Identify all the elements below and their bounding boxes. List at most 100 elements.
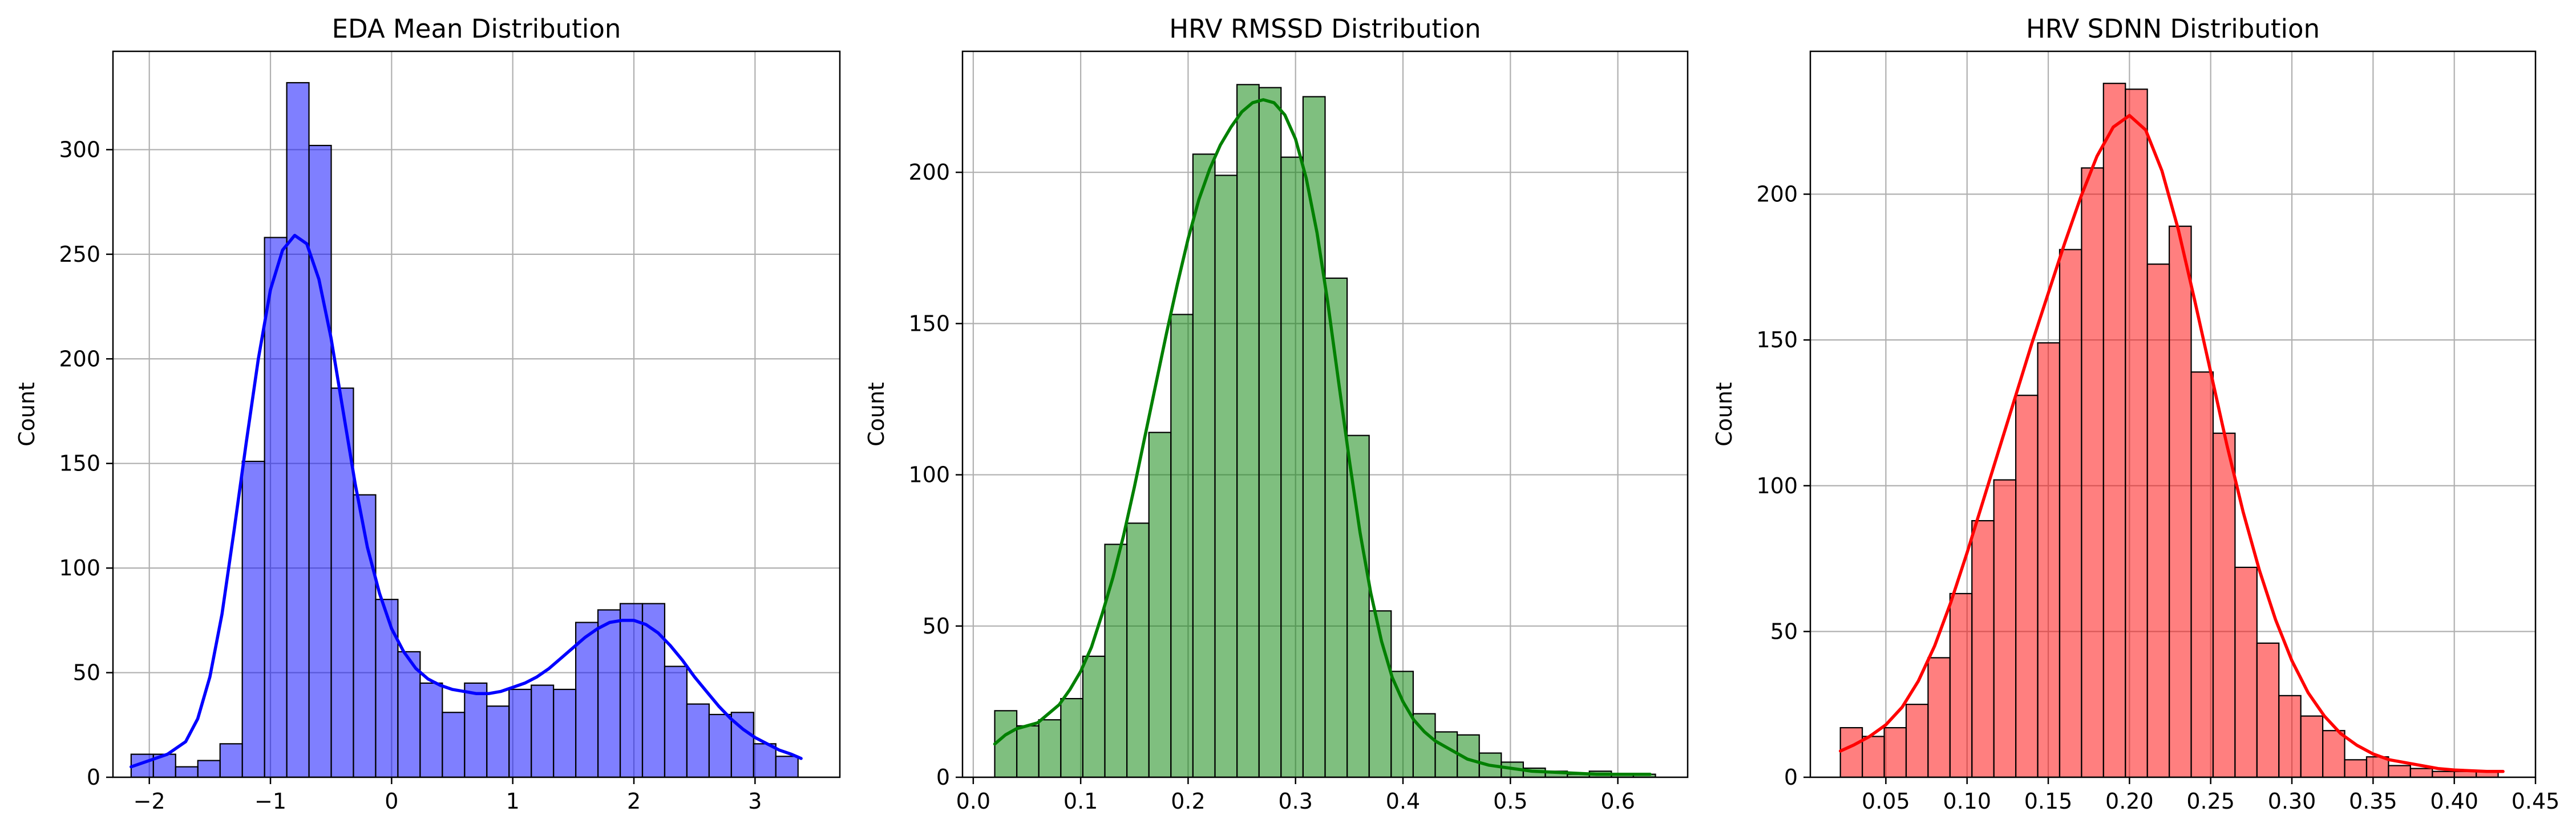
histogram-bar [264,237,288,777]
y-tick-label: 100 [59,555,100,581]
x-tick-label: 0.5 [1493,789,1527,814]
x-tick-label: 0.40 [2430,789,2478,814]
plot-frame [112,50,841,778]
y-tick-label: 50 [73,660,100,685]
histogram-bar [2081,167,2104,777]
histogram-bar [1861,736,1885,777]
histogram-bar [1214,174,1238,777]
x-tick-label: 0.20 [2105,789,2154,814]
histogram-bar [2015,395,2039,777]
histogram-bar [775,756,799,777]
histogram-bar [1016,725,1040,777]
histogram-bar [397,651,421,777]
y-tick-label: 150 [59,451,100,476]
histogram-bar [1258,87,1282,777]
x-tick-label: 0.15 [2024,789,2073,814]
histogram-bar [575,622,599,777]
histogram-bar [442,712,466,777]
histogram-bar [2300,715,2324,777]
histogram-bar [1324,277,1348,777]
x-tick-label: 0.30 [2268,789,2316,814]
y-tick-label: 200 [908,160,950,185]
histogram-bar [1434,731,1458,777]
y-axis-label: Count [14,382,39,447]
histogram-bar [664,665,688,777]
histogram-bar [2278,695,2302,777]
histogram-bar [1192,153,1216,777]
y-tick-label: 0 [1784,765,1798,790]
x-tick-label: 0.10 [1943,789,1991,814]
histogram-bar [1104,543,1128,777]
histogram-bar [419,682,443,777]
histogram-bar [2388,765,2411,777]
histogram-bar [508,688,532,777]
y-axis-label: Count [1712,382,1737,447]
histogram-bar [2322,730,2346,777]
histogram-bar [553,688,577,777]
histogram-bar [1390,671,1414,777]
histogram-bar [531,684,555,777]
histogram-bar [1302,96,1326,777]
x-tick-label: 0.25 [2186,789,2235,814]
histogram-bar [2037,342,2061,777]
x-tick-label: 0.2 [1171,789,1205,814]
chart-title: EDA Mean Distribution [332,14,621,44]
histogram-bars [1839,83,2499,777]
histogram-bars [994,84,1656,777]
x-tick-label: 0.05 [1862,789,1910,814]
chart-panel-2: 0.0 0.1 0.2 0.3 0.4 0.5 0.6 0 50 100 150 200 HRV RMS… [864,14,1689,814]
x-tick-label: 3 [748,789,762,814]
y-tick-label: 0 [936,765,950,790]
histogram-bar [175,766,199,777]
y-tick-label: 0 [87,765,100,790]
histogram-bar [1082,655,1106,777]
histogram-bar [375,599,399,777]
histogram-bars [130,82,799,777]
histogram-bar [619,603,644,777]
x-tick-label: 0.6 [1600,789,1635,814]
kde-curve [1838,113,2505,773]
y-tick-label: 150 [908,311,950,336]
histogram-bar [197,760,221,777]
histogram-bar [2365,756,2389,777]
x-tick-label: 0.0 [956,789,990,814]
histogram-bar [1971,520,1995,777]
histogram-bar [486,705,510,777]
x-tick-label: 0.4 [1386,789,1420,814]
histogram-bar [1038,719,1062,777]
histogram-bar [2256,642,2280,777]
histogram-bar [1993,479,2017,777]
y-tick-label: 300 [59,137,100,162]
x-tick-label: 1 [506,789,520,814]
histogram-bar [2212,432,2236,777]
histogram-bar [2344,759,2368,777]
y-tick-label: 100 [908,462,950,488]
histogram-bar [1412,713,1436,777]
histogram-bar [241,460,265,777]
histogram-bar [1949,592,1973,777]
chart-title: HRV SDNN Distribution [2026,14,2320,44]
histogram-bar [641,603,666,777]
y-tick-label: 200 [1756,182,1798,207]
chart-panel-1: −2 −1 0 1 2 3 0 50 100 150 200 250 300 EDA Mean Distr… [14,14,841,814]
histogram-bar [2059,249,2082,777]
histogram-bar [353,494,377,777]
x-tick-label: 0.45 [2512,789,2560,814]
histogram-bar [1236,84,1260,777]
histogram-bar [597,609,621,777]
chart-panel-3: 0.05 0.10 0.15 0.20 0.25 0.30 0.35 0.40 0.45 0 50 1… [1712,14,2559,814]
chart-title: HRV RMSSD Distribution [1169,14,1481,44]
x-tick-label: 0 [385,789,398,814]
histogram-bar [1060,697,1083,777]
histogram-bar [286,82,310,777]
x-tick-label: 2 [627,789,641,814]
histogram-bar [2125,88,2148,777]
x-tick-label: 0.3 [1278,789,1312,814]
x-tick-label: −1 [254,789,286,814]
histogram-bar [2190,371,2214,777]
y-tick-label: 100 [1756,473,1798,498]
histogram-bar [1927,657,1951,777]
histogram-bar [1170,314,1194,777]
histogram-bar [2432,770,2455,777]
histogram-bar [1148,432,1172,777]
